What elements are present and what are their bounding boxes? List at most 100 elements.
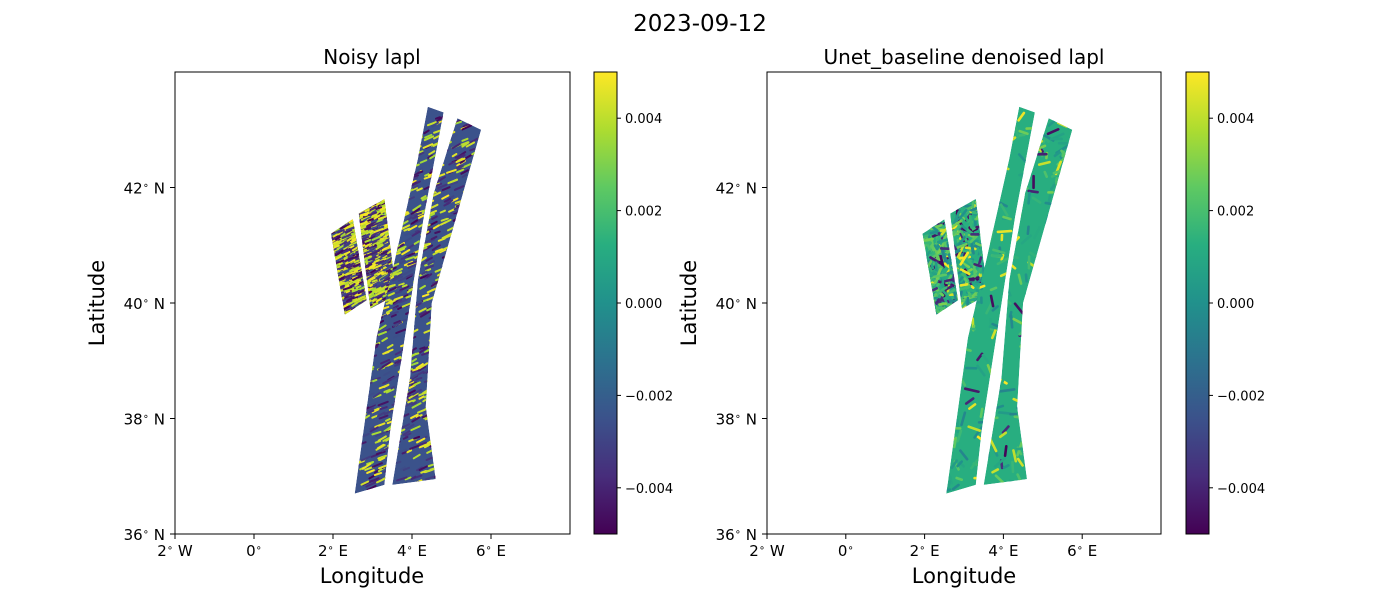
swath-texture-mark	[922, 281, 934, 290]
swath-texture-mark	[461, 305, 468, 311]
swath-texture-mark	[1016, 209, 1022, 216]
swath-texture-mark	[982, 199, 988, 211]
swath-texture-mark	[445, 442, 452, 447]
swath-texture-mark	[1035, 416, 1048, 423]
swath-texture-mark	[942, 311, 952, 315]
swath-texture-mark	[331, 295, 341, 302]
swath-texture-mark	[392, 212, 397, 217]
tick-label: 36∘ N	[716, 526, 757, 544]
swath-texture-mark	[437, 324, 446, 330]
swath-texture-mark	[465, 141, 476, 148]
swath-texture-mark	[434, 309, 444, 315]
swath-texture-mark	[976, 352, 984, 362]
swath-texture-mark	[469, 333, 478, 339]
swath-texture-mark	[388, 132, 395, 137]
swath-texture-mark	[395, 128, 405, 134]
swath-texture-mark	[473, 381, 482, 387]
swath-texture-mark	[449, 131, 456, 135]
swath-texture-mark	[331, 224, 338, 230]
swath-texture-mark	[390, 243, 397, 248]
swath-texture-mark	[1019, 335, 1029, 348]
swath-texture-mark	[1062, 247, 1066, 256]
swath-texture-mark	[1051, 234, 1063, 248]
swath-texture-mark	[358, 318, 369, 326]
swath-texture-mark	[332, 223, 340, 228]
swath-texture-mark	[369, 293, 378, 300]
swath-texture-mark	[994, 361, 1002, 375]
swath-texture-mark	[392, 155, 401, 160]
swath-texture-mark	[417, 408, 427, 414]
swath-texture-mark	[414, 118, 425, 123]
swath-texture-mark	[1009, 314, 1014, 329]
swath-texture-mark	[393, 221, 397, 227]
swath-texture-mark	[380, 250, 388, 255]
swath-texture-mark	[399, 143, 407, 148]
swath-texture-mark	[446, 378, 458, 386]
swath-texture-mark	[963, 347, 972, 352]
swath-texture-mark	[378, 414, 389, 420]
swath-texture-mark	[433, 300, 442, 306]
swath-texture-mark	[432, 370, 442, 377]
swath-texture-mark	[460, 294, 468, 300]
swath-texture-mark	[982, 222, 988, 238]
swath-texture-mark	[991, 305, 999, 312]
swath-texture-mark	[371, 430, 382, 436]
swath-texture-mark	[946, 339, 952, 346]
swath-texture-mark	[950, 302, 960, 307]
swath-texture-mark	[461, 394, 470, 399]
swath-texture-mark	[462, 201, 470, 208]
swath-texture-mark	[965, 257, 976, 269]
swath-texture-mark	[447, 289, 457, 294]
swath-texture-mark	[407, 353, 414, 357]
swath-texture-mark	[931, 309, 936, 315]
swath-texture-mark	[969, 163, 978, 169]
swath-texture-mark	[1051, 390, 1058, 399]
swath-texture-mark	[453, 185, 465, 191]
swath-texture-mark	[387, 460, 398, 465]
swath-texture-mark	[455, 416, 464, 421]
swath-texture-mark	[385, 211, 395, 219]
swath-texture-mark	[980, 143, 985, 151]
swath-texture-mark	[377, 330, 387, 336]
swath-texture-mark	[446, 226, 455, 232]
x-axis-label: Longitude	[320, 564, 424, 588]
swath-texture-mark	[959, 145, 967, 160]
swath-texture-mark	[964, 312, 970, 326]
swath-texture-mark	[370, 195, 379, 201]
swath-texture-mark	[1051, 435, 1059, 440]
swath-texture-mark	[398, 298, 408, 304]
swath-texture-mark	[331, 306, 341, 313]
swath-texture-mark	[406, 449, 413, 454]
swath-texture-mark	[994, 117, 999, 130]
swath-texture-mark	[1031, 459, 1035, 469]
swath-texture-mark	[394, 218, 397, 223]
swath-texture-mark	[437, 396, 444, 402]
swath-texture-mark	[341, 219, 349, 224]
swath-texture-mark	[437, 319, 445, 324]
swath-texture-mark	[358, 193, 369, 199]
colorbar-tick-label: 0.002	[625, 205, 662, 220]
swath-texture-mark	[334, 298, 343, 305]
swath-texture-mark	[366, 321, 375, 328]
swath-texture-mark	[398, 137, 409, 145]
swath-texture-mark	[448, 362, 456, 366]
swath-texture-mark	[388, 386, 395, 391]
swath-texture-mark	[331, 279, 337, 284]
swath-texture-mark	[400, 149, 407, 155]
swath-texture-mark	[431, 356, 440, 362]
swath-texture-mark	[447, 349, 456, 354]
swath-texture-mark	[336, 311, 343, 315]
swath-texture-mark	[424, 133, 433, 139]
swath-texture-mark	[995, 129, 1009, 137]
swath-texture-mark	[361, 128, 370, 134]
swath-texture-mark	[452, 410, 460, 416]
swath-texture-mark	[390, 271, 402, 277]
swath-texture-mark	[424, 264, 435, 270]
swath-texture-mark	[460, 471, 467, 476]
swath-texture-mark	[440, 452, 444, 457]
swath-texture-mark	[430, 349, 439, 356]
swath-texture-mark	[388, 110, 395, 116]
swath-texture-mark	[1018, 172, 1029, 177]
swath-texture-mark	[393, 356, 402, 361]
swath-texture-mark	[1043, 170, 1049, 179]
